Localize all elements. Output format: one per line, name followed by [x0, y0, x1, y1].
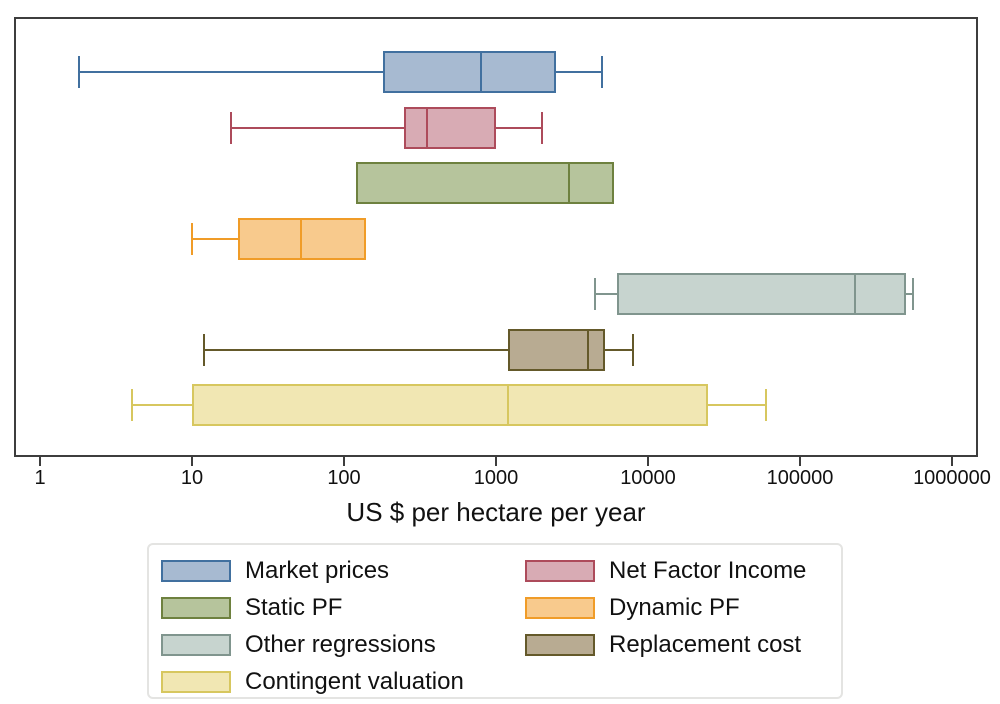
x-tick-label: 1	[34, 467, 46, 489]
whisker-high-line	[708, 404, 767, 406]
legend-label: Net Factor Income	[609, 557, 807, 584]
whisker-high-line	[906, 293, 913, 295]
x-tick-label: 100000	[766, 467, 834, 489]
whisker-high-cap	[540, 111, 543, 144]
median-line	[480, 53, 483, 91]
whisker-high-cap	[911, 278, 914, 310]
legend-swatch	[161, 671, 231, 693]
legend: Market prices Net Factor Income Static PF D…	[147, 543, 843, 699]
legend-swatch	[525, 634, 595, 656]
box	[237, 217, 367, 260]
median-line	[425, 108, 428, 147]
whisker-high-line	[604, 348, 634, 351]
x-tick	[495, 457, 497, 466]
x-tick-label: 1000000	[913, 467, 991, 489]
whisker-low-cap	[77, 56, 80, 88]
x-tick	[951, 457, 953, 466]
legend-label: Market prices	[245, 557, 390, 584]
box	[508, 328, 605, 371]
box	[617, 273, 907, 315]
whisker-low-line	[192, 237, 238, 240]
x-tick	[39, 457, 41, 466]
box	[192, 384, 709, 426]
x-tick	[343, 457, 345, 466]
whisker-low-cap	[191, 222, 193, 255]
whisker-low-line	[78, 71, 383, 73]
whisker-low-cap	[203, 333, 206, 366]
x-axis-title: US $ per hectare per year	[346, 497, 646, 527]
whisker-low-line	[204, 348, 509, 351]
legend-label: Contingent valuation	[245, 668, 464, 695]
whisker-high-cap	[765, 389, 768, 421]
whisker-low-cap	[229, 111, 232, 144]
whisker-low-line	[595, 293, 618, 295]
whisker-low-cap	[130, 389, 133, 421]
legend-label: Other regressions	[245, 631, 436, 658]
whisker-low-cap	[594, 278, 597, 310]
legend-swatch	[161, 560, 231, 582]
x-tick	[191, 457, 193, 466]
median-line	[586, 330, 589, 369]
whisker-high-line	[556, 71, 603, 73]
legend-label: Static PF	[245, 594, 343, 621]
x-tick-label: 1000	[473, 467, 519, 489]
x-tick-label: 10000	[620, 467, 676, 489]
x-tick-label: 100	[327, 467, 361, 489]
box	[404, 106, 496, 149]
legend-label: Replacement cost	[609, 631, 802, 658]
whisker-high-cap	[601, 56, 604, 88]
whisker-high-line	[496, 126, 542, 129]
legend-label: Dynamic PF	[609, 594, 740, 621]
median-line	[567, 164, 570, 202]
whisker-high-cap	[632, 333, 635, 366]
median-line	[853, 275, 856, 313]
legend-swatch	[161, 634, 231, 656]
legend-swatch	[525, 560, 595, 582]
median-line	[299, 219, 302, 258]
median-line	[507, 386, 510, 424]
x-tick	[799, 457, 801, 466]
whisker-low-line	[131, 404, 192, 406]
legend-swatch	[525, 597, 595, 619]
legend-swatch	[161, 597, 231, 619]
x-tick	[647, 457, 649, 466]
box	[382, 51, 557, 93]
box	[356, 162, 615, 204]
x-tick-label: 10	[180, 467, 204, 489]
whisker-low-line	[230, 126, 405, 129]
